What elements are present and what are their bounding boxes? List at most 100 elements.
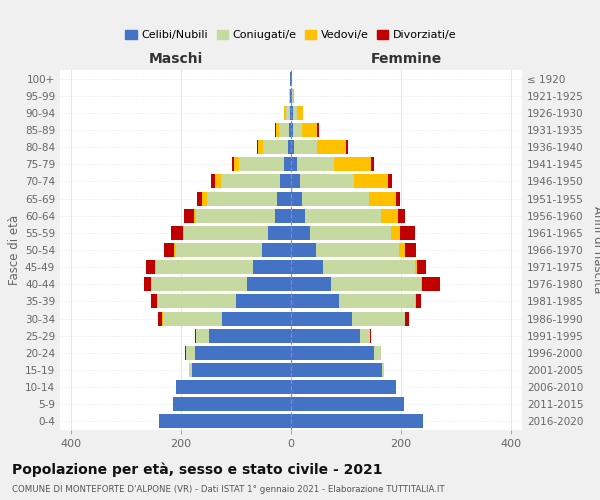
Bar (291, 328, 360, 342)
Bar (164, 243, 175, 257)
Bar (400, 243, 405, 257)
Bar (192, 363, 291, 377)
Bar (275, 208, 291, 222)
Bar (176, 380, 291, 394)
Bar (175, 243, 176, 257)
Bar (293, 106, 296, 120)
Bar (144, 278, 151, 291)
Bar (421, 278, 422, 291)
Bar (195, 346, 291, 360)
Bar (286, 106, 290, 120)
Text: Femmine: Femmine (371, 52, 442, 66)
Bar (291, 140, 295, 154)
Bar (415, 260, 417, 274)
Bar (291, 123, 293, 137)
Y-axis label: Anni di nascita: Anni di nascita (590, 206, 600, 294)
Bar (302, 123, 317, 137)
Bar (152, 278, 247, 291)
Bar (323, 260, 415, 274)
Bar (291, 226, 310, 240)
Bar (346, 140, 347, 154)
Bar (158, 312, 162, 326)
Text: COMUNE DI MONTEFORTE D'ALPONE (VR) - Dati ISTAT 1° gennaio 2021 - Elaborazione T: COMUNE DI MONTEFORTE D'ALPONE (VR) - Dat… (12, 485, 445, 494)
Bar (146, 260, 155, 274)
Bar (170, 226, 182, 240)
Bar (305, 208, 380, 222)
Bar (340, 294, 415, 308)
Bar (268, 226, 291, 240)
Bar (195, 328, 196, 342)
Bar (291, 363, 382, 377)
Bar (159, 414, 291, 428)
Bar (182, 226, 184, 240)
Bar (163, 312, 222, 326)
Bar (291, 192, 302, 205)
Bar (293, 88, 294, 102)
Bar (215, 174, 221, 188)
Bar (291, 278, 331, 291)
Bar (280, 174, 291, 188)
Bar (289, 123, 291, 137)
Y-axis label: Fasce di età: Fasce di età (8, 215, 21, 285)
Bar (253, 260, 291, 274)
Bar (291, 312, 352, 326)
Bar (291, 243, 316, 257)
Bar (291, 294, 340, 308)
Bar (395, 192, 400, 205)
Bar (416, 294, 421, 308)
Bar (417, 260, 426, 274)
Bar (257, 140, 258, 154)
Bar (391, 226, 400, 240)
Bar (202, 192, 207, 205)
Bar (194, 208, 196, 222)
Bar (239, 158, 284, 172)
Bar (288, 140, 291, 154)
Bar (155, 260, 156, 274)
Text: Maschi: Maschi (148, 52, 203, 66)
Bar (293, 123, 302, 137)
Bar (262, 243, 291, 257)
Bar (302, 192, 369, 205)
Bar (247, 278, 291, 291)
Bar (295, 140, 317, 154)
Bar (234, 158, 239, 172)
Bar (151, 278, 152, 291)
Bar (388, 174, 392, 188)
Bar (186, 346, 195, 360)
Bar (232, 158, 234, 172)
Bar (207, 192, 277, 205)
Bar (157, 294, 158, 308)
Bar (151, 294, 157, 308)
Bar (291, 208, 305, 222)
Bar (184, 226, 268, 240)
Bar (317, 123, 319, 137)
Bar (352, 312, 405, 326)
Bar (369, 192, 395, 205)
Bar (173, 398, 291, 411)
Bar (310, 226, 391, 240)
Bar (258, 140, 263, 154)
Bar (296, 106, 302, 120)
Bar (373, 346, 380, 360)
Bar (316, 243, 400, 257)
Legend: Celibi/Nubili, Coniugati/e, Vedovi/e, Divorziati/e: Celibi/Nubili, Coniugati/e, Vedovi/e, Di… (121, 25, 461, 44)
Bar (291, 260, 323, 274)
Bar (291, 158, 296, 172)
Bar (371, 158, 373, 172)
Bar (290, 106, 291, 120)
Bar (405, 243, 416, 257)
Bar (291, 380, 395, 394)
Bar (334, 158, 371, 172)
Text: Popolazione per età, sesso e stato civile - 2021: Popolazione per età, sesso e stato civil… (12, 462, 383, 477)
Bar (398, 208, 406, 222)
Bar (360, 328, 370, 342)
Bar (221, 174, 280, 188)
Bar (400, 226, 415, 240)
Bar (331, 278, 421, 291)
Bar (275, 123, 279, 137)
Bar (289, 88, 290, 102)
Bar (292, 88, 293, 102)
Bar (422, 278, 440, 291)
Bar (279, 123, 289, 137)
Bar (300, 174, 354, 188)
